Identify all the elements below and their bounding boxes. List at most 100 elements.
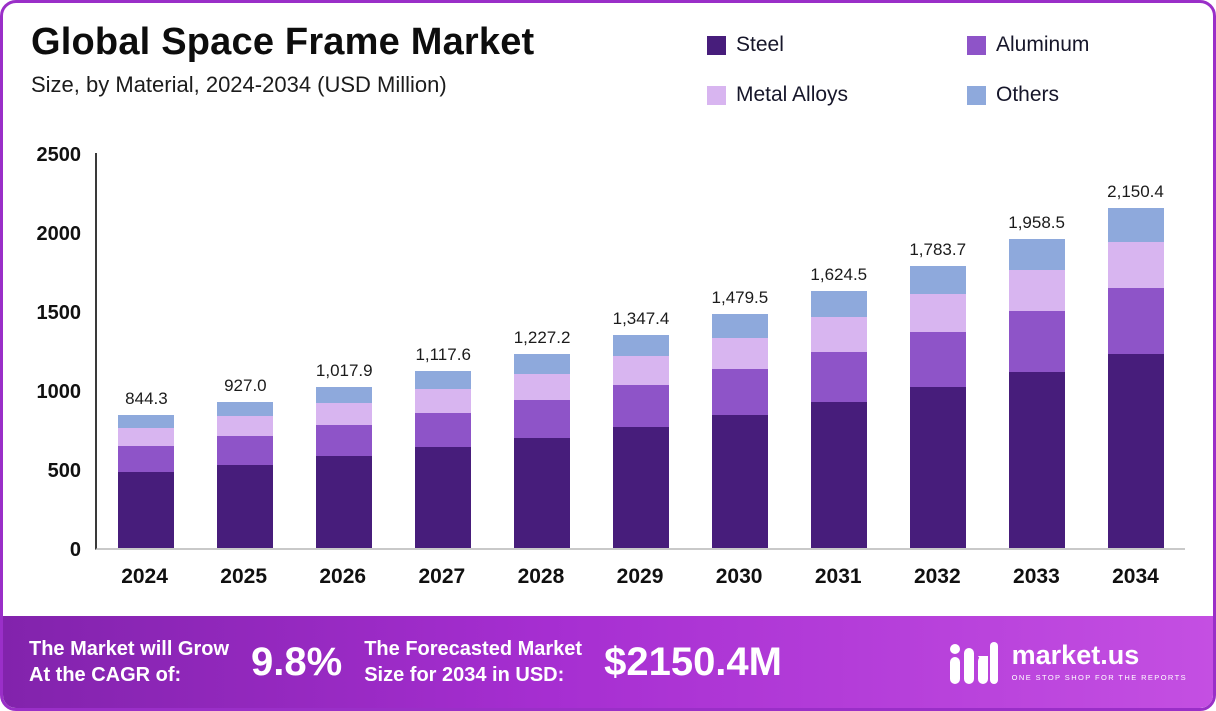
brand-tagline: One Stop Shop For The Reports <box>1011 673 1187 682</box>
legend-item-others: Others <box>967 83 1157 107</box>
forecast-label: The Forecasted Market Size for 2034 in U… <box>364 636 582 688</box>
y-tick-label: 1500 <box>36 302 82 324</box>
bar-segment-metal-alloys <box>316 403 373 425</box>
y-tick-label: 1000 <box>36 381 82 403</box>
bar-segment-metal-alloys <box>909 294 966 333</box>
bar-segment-steel <box>316 456 373 548</box>
legend-item-steel: Steel <box>707 33 957 57</box>
bar-group-2029: 1,347.4 <box>592 153 691 548</box>
cagr-label-line1: The Market will Grow <box>29 638 230 660</box>
bar-segment-steel <box>1008 371 1065 548</box>
bar-segment-others <box>316 387 373 404</box>
x-axis-label-2031: 2031 <box>814 565 862 588</box>
x-axis-label-2032: 2032 <box>913 565 961 588</box>
bar-segment-metal-alloys <box>1107 242 1164 289</box>
x-axis-label-2033: 2033 <box>1013 565 1060 588</box>
legend-label: Aluminum <box>996 33 1090 56</box>
y-tick-label: 0 <box>69 539 81 561</box>
bar-segment-metal-alloys <box>612 356 669 386</box>
bar-group-2025: 927.0 <box>196 153 295 548</box>
x-axis-label-2026: 2026 <box>319 565 367 588</box>
bar-total-label: 927.0 <box>224 375 267 395</box>
bar-segment-others <box>1107 208 1164 243</box>
y-tick-label: 2500 <box>36 144 82 166</box>
bar-segment-aluminum <box>909 332 966 388</box>
bar-segment-others <box>118 414 175 428</box>
legend-swatch <box>707 35 726 55</box>
bar-total-label: 1,783.7 <box>909 240 967 260</box>
bar-segment-metal-alloys <box>514 373 571 400</box>
bar-total-label: 1,347.4 <box>612 309 670 329</box>
bar-segment-metal-alloys <box>415 389 472 413</box>
forecast-label-line1: The Forecasted Market <box>364 638 583 660</box>
bar-segment-metal-alloys <box>810 317 867 352</box>
bar-stack <box>415 371 472 548</box>
bar-stack <box>1008 238 1065 548</box>
bar-group-2030: 1,479.5 <box>690 153 789 548</box>
legend-swatch <box>967 85 986 105</box>
bar-segment-aluminum <box>810 351 867 402</box>
bar-segment-aluminum <box>612 385 669 427</box>
bar-group-2032: 1,783.7 <box>888 153 987 548</box>
bar-stack <box>118 414 175 548</box>
cagr-value: 9.8% <box>251 639 343 684</box>
bar-segment-aluminum <box>711 369 768 415</box>
bar-segment-others <box>1008 238 1065 270</box>
x-axis-label-2025: 2025 <box>220 565 267 588</box>
cagr-label-line2: At the CAGR of: <box>29 664 182 686</box>
bar-group-2026: 1,017.9 <box>295 153 394 548</box>
bar-segment-steel <box>514 437 571 548</box>
bar-group-2028: 1,227.2 <box>493 153 592 548</box>
bar-segment-steel <box>711 414 768 548</box>
bar-group-2031: 1,624.5 <box>789 153 888 548</box>
stacked-bar-chart: 0 500 1000 1500 2000 2500 844.3 927.0 1,017.9 1,… <box>23 145 1185 560</box>
bar-total-label: 2,150.4 <box>1107 182 1164 202</box>
bar-segment-aluminum <box>217 435 274 465</box>
brand-logo: market.us One Stop Shop For The Reports <box>948 640 1187 684</box>
bar-segment-steel <box>415 447 472 548</box>
bar-group-2034: 2,150.4 <box>1086 153 1185 548</box>
bar-group-2027: 1,117.6 <box>394 153 493 548</box>
bar-segment-aluminum <box>1107 288 1164 355</box>
forecast-value: $2150.4M <box>604 639 782 684</box>
chart-subtitle: Size, by Material, 2024-2034 (USD Millio… <box>31 72 447 97</box>
bar-segment-steel <box>217 464 274 548</box>
chart-header: Global Space Frame Market Size, by Mater… <box>31 21 534 98</box>
bar-total-label: 1,958.5 <box>1008 212 1065 232</box>
bar-stack <box>316 387 373 548</box>
bar-total-label: 1,624.5 <box>810 265 868 285</box>
x-axis-labels: 2024 2025 2026 2027 2028 2029 2030 2031 2032 2033… <box>95 565 1185 589</box>
bar-segment-steel <box>118 472 175 548</box>
bar-segment-aluminum <box>1008 311 1065 372</box>
forecast-label-line2: Size for 2034 in USD: <box>364 664 565 686</box>
bar-segment-aluminum <box>415 412 472 448</box>
bar-segment-metal-alloys <box>217 416 274 436</box>
bar-segment-metal-alloys <box>118 427 175 446</box>
bar-segment-others <box>810 291 867 318</box>
bar-segment-metal-alloys <box>711 337 768 370</box>
x-axis-label-2024: 2024 <box>121 565 168 588</box>
chart-title: Global Space Frame Market <box>31 21 535 63</box>
legend-label: Steel <box>736 33 784 56</box>
y-axis: 0 500 1000 1500 2000 2500 <box>23 145 95 560</box>
bar-segment-others <box>514 354 571 374</box>
bar-segment-steel <box>612 426 669 548</box>
bar-segment-steel <box>909 387 966 548</box>
bar-group-2033: 1,958.5 <box>987 153 1086 548</box>
legend-label: Others <box>996 83 1060 106</box>
legend: Steel Aluminum Metal Alloys Others <box>707 33 1157 107</box>
legend-item-metal-alloys: Metal Alloys <box>707 83 957 107</box>
x-axis-label-2030: 2030 <box>715 565 763 588</box>
legend-swatch <box>967 35 986 55</box>
bar-segment-others <box>217 401 274 417</box>
bar-segment-others <box>711 314 768 338</box>
x-axis-label-2034: 2034 <box>1112 565 1159 588</box>
x-axis-label-2027: 2027 <box>418 565 466 588</box>
bar-segment-metal-alloys <box>1008 269 1065 312</box>
y-tick-label: 500 <box>47 460 81 482</box>
legend-label: Metal Alloys <box>736 83 849 106</box>
bar-segment-aluminum <box>316 424 373 457</box>
legend-item-aluminum: Aluminum <box>967 33 1157 57</box>
cagr-label: The Market will Grow At the CAGR of: <box>29 636 229 688</box>
x-axis-label-2029: 2029 <box>616 565 664 588</box>
